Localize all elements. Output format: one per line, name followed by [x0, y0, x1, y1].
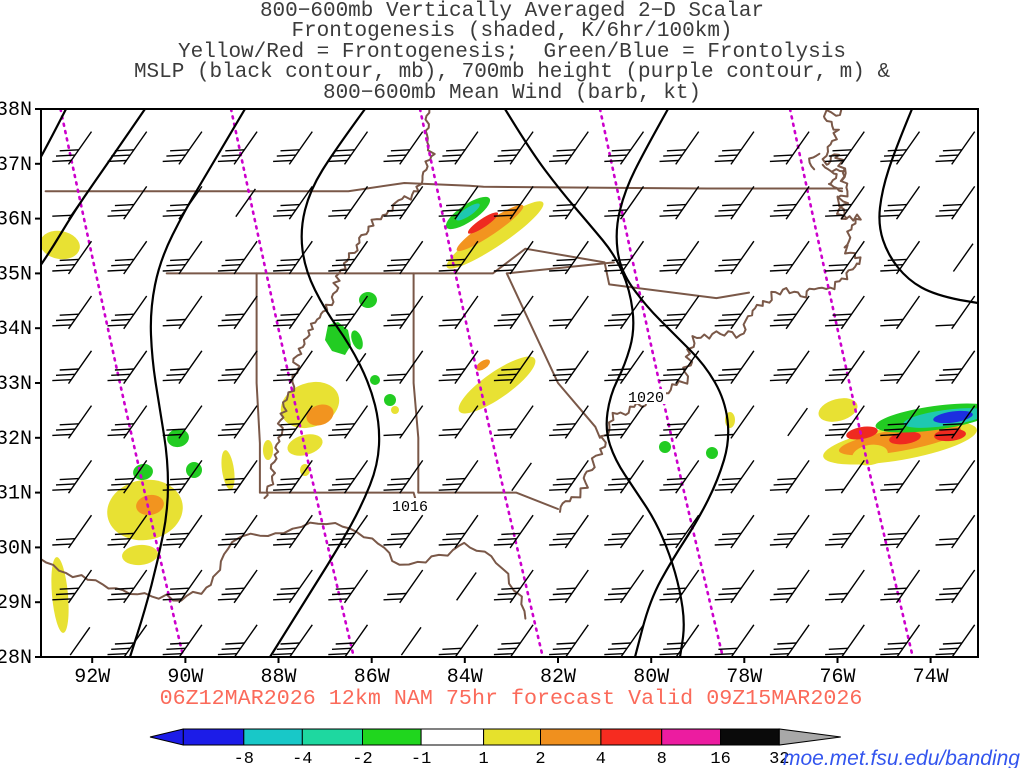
svg-text:-8: -8 [234, 750, 254, 768]
svg-text:8: 8 [657, 750, 667, 768]
svg-text:-1: -1 [411, 750, 431, 768]
svg-text:31N: 31N [0, 483, 32, 506]
svg-text:4: 4 [596, 750, 606, 768]
svg-text:34N: 34N [0, 318, 32, 341]
svg-text:32N: 32N [0, 428, 32, 451]
svg-text:92W: 92W [74, 666, 110, 689]
svg-text:36N: 36N [0, 209, 32, 232]
svg-text:29N: 29N [0, 592, 32, 615]
svg-text:-2: -2 [352, 750, 372, 768]
svg-text:37N: 37N [0, 154, 32, 177]
svg-text:16: 16 [710, 750, 730, 768]
svg-text:35N: 35N [0, 263, 32, 286]
svg-text:38N: 38N [0, 99, 32, 122]
svg-text:1: 1 [478, 750, 488, 768]
svg-text:30N: 30N [0, 537, 32, 560]
svg-text:1020: 1020 [628, 390, 664, 407]
svg-text:-4: -4 [292, 750, 312, 768]
svg-text:28N: 28N [0, 647, 32, 670]
svg-text:74W: 74W [913, 666, 949, 689]
svg-text:06Z12MAR2026 12km NAM 75hr for: 06Z12MAR2026 12km NAM 75hr forecast Vali… [160, 686, 863, 711]
svg-text:33N: 33N [0, 373, 32, 396]
svg-text:1016: 1016 [392, 499, 428, 516]
svg-text:2: 2 [535, 750, 545, 768]
